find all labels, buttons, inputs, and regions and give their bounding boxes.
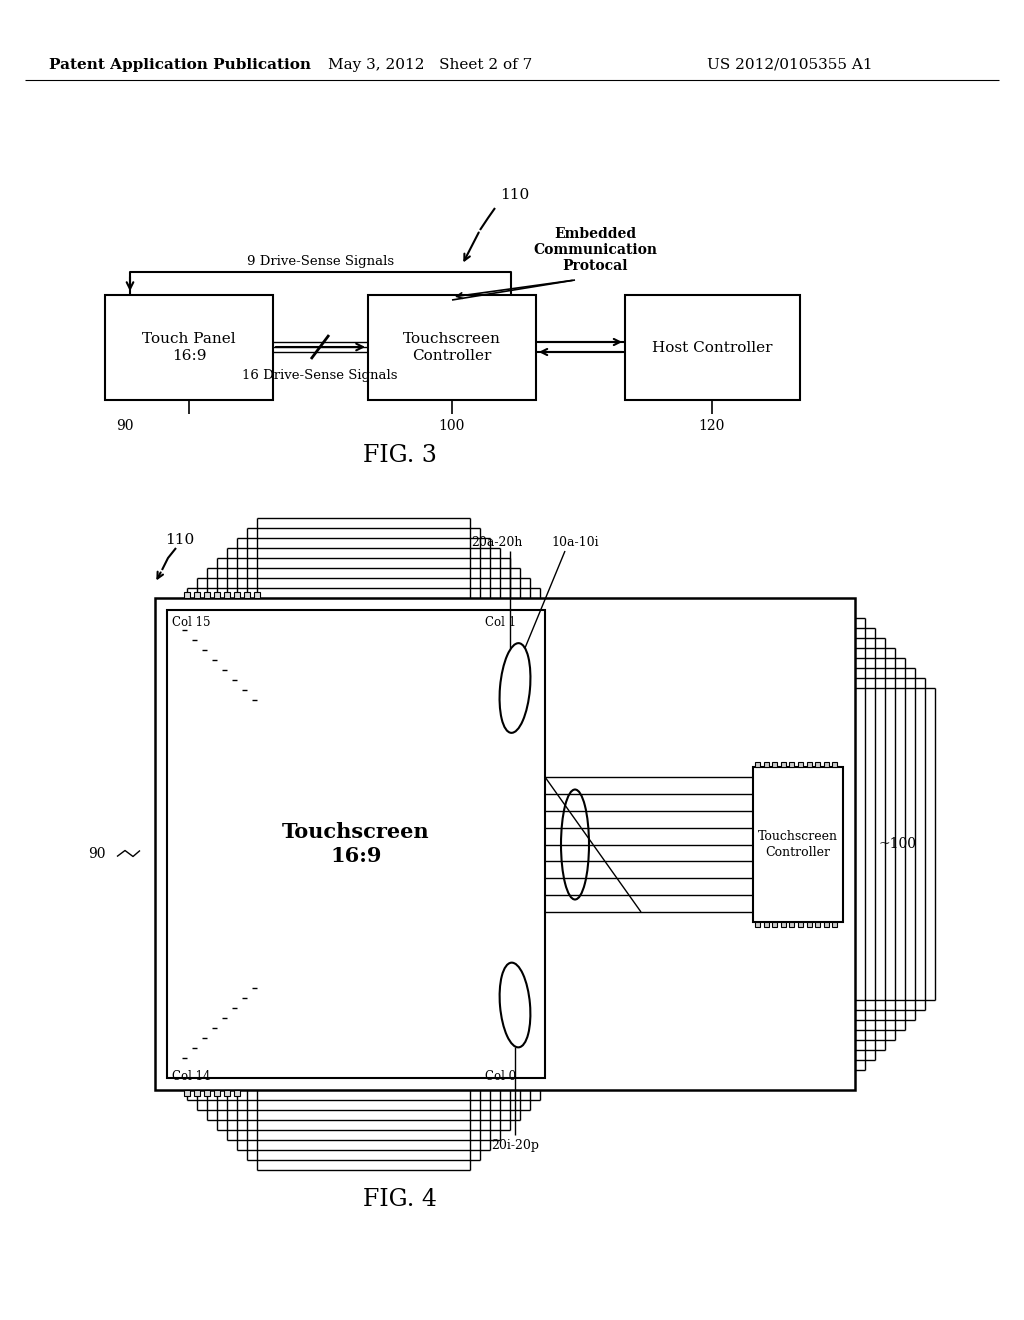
Text: FIG. 4: FIG. 4 bbox=[362, 1188, 437, 1212]
FancyBboxPatch shape bbox=[755, 762, 760, 767]
Text: Col 0: Col 0 bbox=[485, 1069, 516, 1082]
Text: May 3, 2012   Sheet 2 of 7: May 3, 2012 Sheet 2 of 7 bbox=[328, 58, 532, 73]
FancyBboxPatch shape bbox=[753, 767, 843, 921]
FancyBboxPatch shape bbox=[833, 762, 838, 767]
FancyBboxPatch shape bbox=[167, 610, 545, 1078]
FancyBboxPatch shape bbox=[815, 921, 820, 927]
FancyBboxPatch shape bbox=[807, 921, 812, 927]
Text: 20a-20h: 20a-20h bbox=[471, 536, 522, 549]
Text: 10a-10i: 10a-10i bbox=[551, 536, 599, 549]
FancyBboxPatch shape bbox=[833, 921, 838, 927]
FancyBboxPatch shape bbox=[214, 591, 220, 598]
FancyBboxPatch shape bbox=[254, 591, 260, 598]
FancyBboxPatch shape bbox=[772, 921, 777, 927]
FancyBboxPatch shape bbox=[780, 762, 785, 767]
FancyBboxPatch shape bbox=[368, 294, 536, 400]
FancyBboxPatch shape bbox=[194, 1090, 200, 1096]
FancyBboxPatch shape bbox=[790, 762, 795, 767]
Text: 110: 110 bbox=[165, 533, 195, 546]
FancyBboxPatch shape bbox=[807, 762, 812, 767]
Text: 20i-20p: 20i-20p bbox=[490, 1138, 539, 1151]
FancyBboxPatch shape bbox=[755, 921, 760, 927]
FancyBboxPatch shape bbox=[155, 598, 855, 1090]
Text: Touch Panel
16:9: Touch Panel 16:9 bbox=[142, 333, 236, 363]
FancyBboxPatch shape bbox=[194, 591, 200, 598]
FancyBboxPatch shape bbox=[780, 921, 785, 927]
FancyBboxPatch shape bbox=[764, 762, 769, 767]
FancyBboxPatch shape bbox=[234, 591, 240, 598]
Text: Patent Application Publication: Patent Application Publication bbox=[49, 58, 311, 73]
FancyBboxPatch shape bbox=[184, 1090, 190, 1096]
Text: Embedded
Communication
Protocal: Embedded Communication Protocal bbox=[534, 227, 657, 273]
Text: 120: 120 bbox=[698, 418, 725, 433]
FancyBboxPatch shape bbox=[625, 294, 800, 400]
Text: Touchscreen
16:9: Touchscreen 16:9 bbox=[283, 822, 430, 866]
FancyBboxPatch shape bbox=[184, 591, 190, 598]
FancyBboxPatch shape bbox=[224, 591, 230, 598]
Text: Col 15: Col 15 bbox=[172, 615, 211, 628]
Text: 110: 110 bbox=[500, 187, 529, 202]
Text: Col 1: Col 1 bbox=[485, 615, 516, 628]
Text: 90: 90 bbox=[117, 418, 134, 433]
Text: FIG. 3: FIG. 3 bbox=[364, 444, 437, 466]
FancyBboxPatch shape bbox=[244, 591, 250, 598]
FancyBboxPatch shape bbox=[798, 762, 803, 767]
FancyBboxPatch shape bbox=[224, 1090, 230, 1096]
Text: Host Controller: Host Controller bbox=[652, 341, 773, 355]
Text: US 2012/0105355 A1: US 2012/0105355 A1 bbox=[708, 58, 872, 73]
FancyBboxPatch shape bbox=[204, 591, 210, 598]
FancyBboxPatch shape bbox=[764, 921, 769, 927]
FancyBboxPatch shape bbox=[823, 921, 828, 927]
FancyBboxPatch shape bbox=[234, 1090, 240, 1096]
Text: Touchscreen
Controller: Touchscreen Controller bbox=[403, 333, 501, 363]
Text: 100: 100 bbox=[439, 418, 465, 433]
FancyBboxPatch shape bbox=[772, 762, 777, 767]
FancyBboxPatch shape bbox=[798, 921, 803, 927]
Text: Col 14: Col 14 bbox=[172, 1069, 211, 1082]
Text: 16 Drive-Sense Signals: 16 Drive-Sense Signals bbox=[243, 368, 397, 381]
Text: ~100: ~100 bbox=[878, 837, 916, 851]
Text: 90: 90 bbox=[88, 847, 105, 862]
FancyBboxPatch shape bbox=[815, 762, 820, 767]
Text: 9 Drive-Sense Signals: 9 Drive-Sense Signals bbox=[247, 256, 394, 268]
FancyBboxPatch shape bbox=[105, 294, 273, 400]
FancyBboxPatch shape bbox=[790, 921, 795, 927]
Text: Touchscreen
Controller: Touchscreen Controller bbox=[758, 830, 838, 858]
FancyBboxPatch shape bbox=[214, 1090, 220, 1096]
FancyBboxPatch shape bbox=[823, 762, 828, 767]
FancyBboxPatch shape bbox=[204, 1090, 210, 1096]
